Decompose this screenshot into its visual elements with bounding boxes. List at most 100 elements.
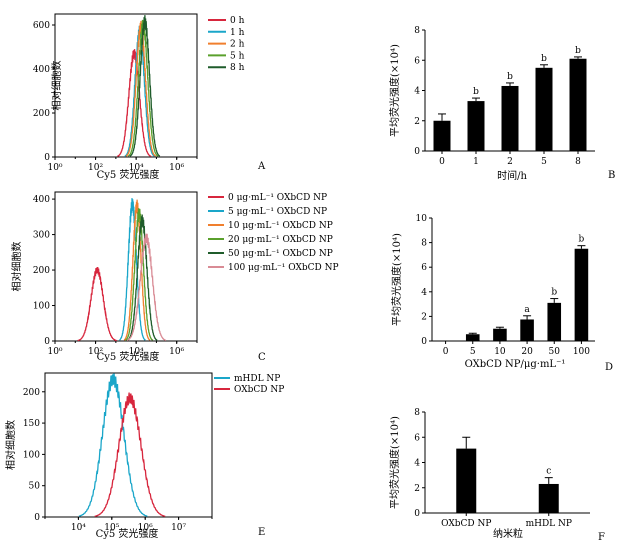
- x-axis-label: Cy5 荧光强度: [97, 168, 160, 181]
- histogram-series-line: [94, 392, 166, 517]
- legend-entry: 0 h: [230, 16, 245, 26]
- x-tick-label: 50: [549, 347, 561, 357]
- bar: [569, 58, 587, 151]
- x-tick-label: 100: [573, 347, 590, 357]
- plot-frame: [44, 372, 213, 518]
- y-tick-label: 400: [33, 195, 50, 205]
- x-axis-label: 纳米粒: [493, 527, 523, 540]
- histogram-series-line: [126, 233, 167, 342]
- y-tick-label: 0: [34, 513, 40, 523]
- x-tick-label: 5: [541, 157, 547, 167]
- y-tick-label: 4: [414, 87, 420, 97]
- y-tick-label: 300: [33, 231, 50, 241]
- x-tick-label: 10⁰: [47, 347, 62, 357]
- significance-label: b: [579, 235, 585, 245]
- significance-label: b: [575, 46, 581, 56]
- panel-f-bar-chart: 0 2 4 6 8 OXbCD NP mHDL NP c 纳米粒 平均荧光强度(×10⁴): [388, 408, 590, 540]
- bar: [501, 85, 519, 151]
- bar: [538, 483, 559, 513]
- y-axis-label: 相对细胞数: [50, 61, 63, 111]
- legend-entry: 100 μg·mL⁻¹ OXbCD NP: [228, 263, 339, 273]
- x-tick-label: 0: [439, 157, 445, 167]
- y-axis-label: 平均荧光强度(×10⁴): [390, 233, 403, 326]
- y-tick-label: 200: [33, 266, 50, 276]
- y-tick-label: 6: [421, 263, 427, 273]
- y-axis-label: 平均荧光强度(×10⁴): [388, 416, 401, 509]
- y-tick-label: 200: [33, 109, 50, 119]
- y-axis-label: 相对细胞数: [4, 420, 17, 470]
- x-tick-label: 8: [575, 157, 581, 167]
- y-tick-label: 100: [33, 302, 50, 312]
- y-tick-label: 2: [414, 484, 420, 494]
- legend-entry: 2 h: [230, 40, 245, 50]
- x-tick-label: 5: [470, 347, 476, 357]
- x-tick-label: 20: [521, 347, 533, 357]
- histogram-series-line: [77, 266, 117, 342]
- x-axis-label: Cy5 荧光强度: [96, 527, 159, 540]
- bar: [456, 448, 477, 513]
- x-tick-label: 10⁴: [129, 347, 144, 357]
- y-tick-label: 400: [33, 65, 50, 75]
- y-tick-label: 0: [44, 153, 50, 163]
- significance-label: b: [473, 87, 479, 97]
- x-tick-label: 10⁵: [104, 523, 119, 533]
- legend-entry: 0 μg·mL⁻¹ OXbCD NP: [228, 193, 327, 203]
- bar: [535, 67, 553, 151]
- x-axis-label: Cy5 荧光强度: [97, 350, 160, 363]
- histogram-series-line: [129, 15, 161, 157]
- histogram-series-line: [78, 373, 148, 517]
- panel-b-bar-chart: 0 2 4 6 8 0 1 b 2 b 5 b 8 b 时间/h 平均荧光强度(×10⁴): [388, 26, 595, 182]
- y-tick-label: 4: [414, 459, 420, 469]
- panel-letter-d: D: [605, 362, 613, 373]
- panel-letter-c: C: [258, 352, 266, 363]
- y-tick-label: 150: [23, 419, 40, 429]
- x-tick-label: 1: [473, 157, 479, 167]
- y-tick-label: 6: [414, 56, 420, 66]
- x-tick-label: 10: [494, 347, 506, 357]
- panel-letter-f: F: [598, 532, 605, 543]
- legend-entry: 8 h: [230, 63, 245, 73]
- panel-letter-e: E: [258, 527, 265, 538]
- x-axis-label: 时间/h: [497, 169, 527, 182]
- x-tick-label: 10⁶: [138, 523, 153, 533]
- x-tick-label: 10⁴: [129, 163, 144, 173]
- y-tick-label: 0: [414, 147, 420, 157]
- histogram-series-line: [117, 49, 152, 158]
- significance-label: b: [551, 288, 557, 298]
- x-tick-label: 10⁴: [71, 523, 86, 533]
- legend-entry: 5 h: [230, 51, 245, 61]
- bar: [467, 101, 485, 151]
- y-tick-label: 0: [414, 509, 420, 519]
- significance-label: b: [541, 54, 547, 64]
- histogram-series-line: [125, 208, 154, 341]
- y-tick-label: 200: [23, 388, 40, 398]
- y-tick-label: 4: [421, 288, 427, 298]
- histogram-series-line: [119, 198, 146, 341]
- significance-label: a: [524, 305, 530, 315]
- y-tick-label: 6: [414, 433, 420, 443]
- x-tick-label: 0: [443, 347, 449, 357]
- y-tick-label: 100: [23, 450, 40, 460]
- significance-label: b: [507, 72, 513, 82]
- y-tick-label: 600: [33, 21, 50, 31]
- histogram-series-line: [127, 214, 158, 341]
- y-tick-label: 8: [414, 26, 420, 36]
- x-tick-label: mHDL NP: [526, 519, 572, 529]
- x-tick-label: 2: [507, 157, 513, 167]
- x-tick-label: 10⁶: [169, 163, 184, 173]
- plot-frame: [54, 13, 198, 158]
- bar: [465, 334, 480, 341]
- legend-entry: 5 μg·mL⁻¹ OXbCD NP: [228, 207, 327, 217]
- y-tick-label: 10: [416, 214, 428, 224]
- x-tick-label: 10²: [88, 163, 103, 173]
- panel-c-histogram: 0 100 200 300 400 10⁰ 10² 10⁴ 10⁶ Cy5 荧光强度 相对细胞数 0 …: [10, 191, 339, 363]
- x-tick-label: 10²: [88, 347, 103, 357]
- y-tick-label: 0: [421, 337, 427, 347]
- x-tick-label: 10⁰: [47, 163, 62, 173]
- panel-e-histogram: 0 50 100 150 200 10⁴ 10⁵ 10⁶ 10⁷ Cy5 荧光强度 相对细胞数 mHD…: [4, 372, 284, 540]
- y-axis-label: 平均荧光强度(×10⁴): [388, 44, 401, 137]
- y-tick-label: 2: [421, 312, 427, 322]
- panel-letter-a: A: [257, 161, 266, 172]
- y-axis-label: 相对细胞数: [10, 242, 23, 292]
